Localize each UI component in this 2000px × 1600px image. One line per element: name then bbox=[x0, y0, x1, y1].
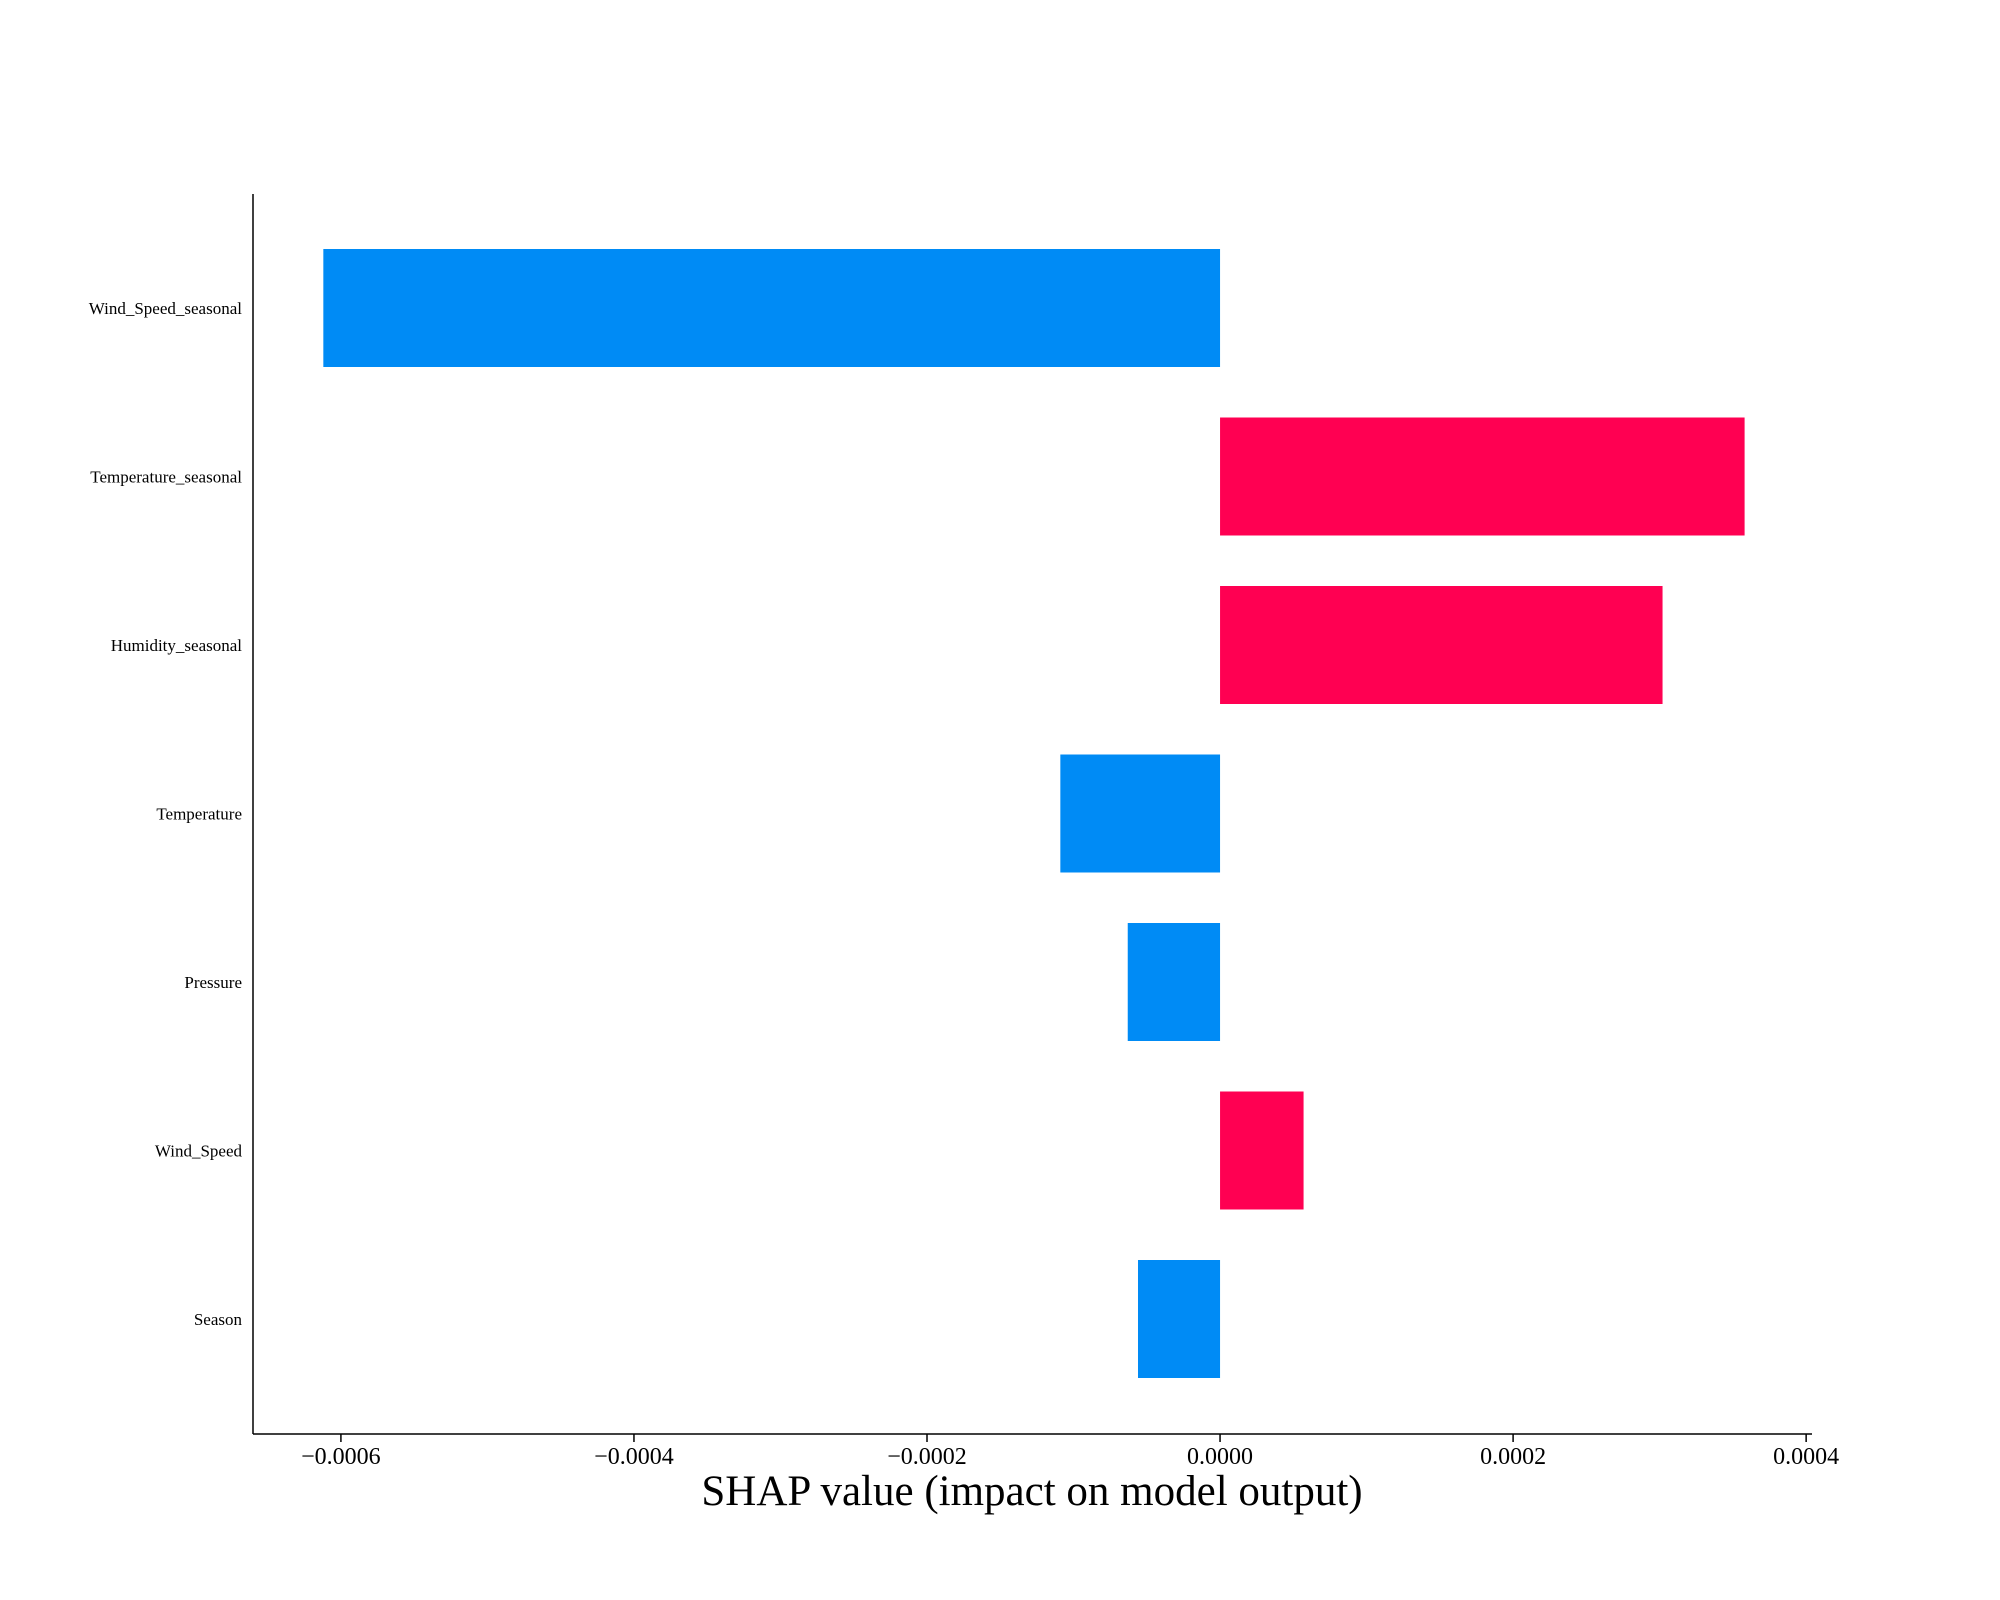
bar-temperature bbox=[1060, 754, 1221, 873]
category-label: Wind_Speed_seasonal bbox=[89, 299, 243, 318]
category-label: Temperature_seasonal bbox=[90, 468, 242, 487]
category-label: Pressure bbox=[184, 973, 242, 992]
x-tick-label: 0.0004 bbox=[1773, 1444, 1839, 1470]
x-tick-label: −0.0002 bbox=[887, 1444, 967, 1470]
category-label: Temperature bbox=[156, 805, 242, 824]
axis-layer bbox=[252, 194, 1812, 1435]
category-label: Humidity_seasonal bbox=[111, 636, 243, 655]
category-label: Wind_Speed bbox=[155, 1142, 243, 1161]
category-labels: Wind_Speed_seasonal Temperature_seasonal H… bbox=[89, 299, 243, 1329]
bar-wind-speed-seasonal bbox=[323, 249, 1221, 367]
bar-temperature-seasonal bbox=[1220, 417, 1745, 536]
bars-layer bbox=[323, 249, 1745, 1378]
x-tick-label: −0.0004 bbox=[594, 1444, 674, 1470]
bar-wind-speed bbox=[1220, 1091, 1304, 1210]
x-axis-title: SHAP value (impact on model output) bbox=[701, 1468, 1362, 1515]
x-tick-label: −0.0006 bbox=[301, 1444, 381, 1470]
x-tick-label: 0.0002 bbox=[1480, 1444, 1546, 1470]
x-tick-label: 0.0000 bbox=[1187, 1444, 1253, 1470]
category-label: Season bbox=[194, 1310, 243, 1329]
bar-humidity-seasonal bbox=[1220, 586, 1663, 704]
bar-season bbox=[1137, 1260, 1221, 1378]
x-ticks: −0.0006 −0.0004 −0.0002 0.0000 0.0002 0.0004 bbox=[301, 1434, 1839, 1470]
bar-pressure bbox=[1127, 923, 1221, 1041]
